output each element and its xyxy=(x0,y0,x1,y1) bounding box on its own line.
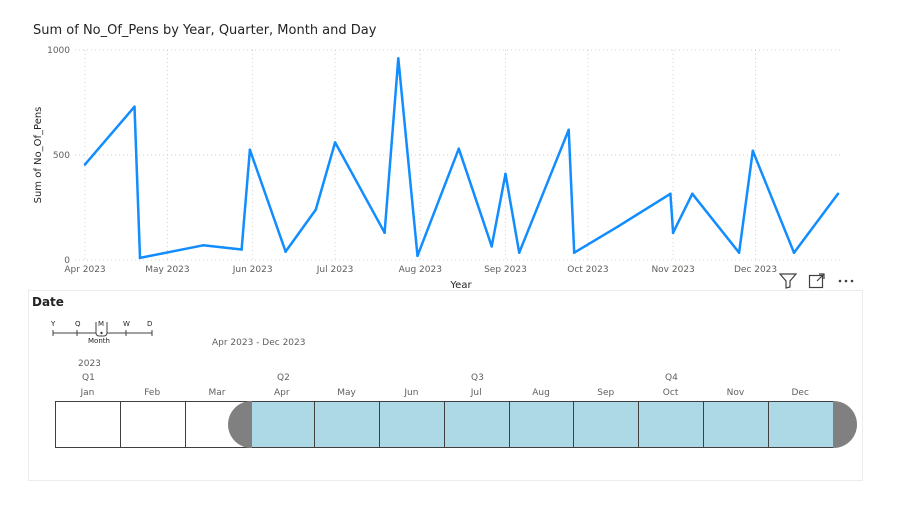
x-tick-label: Aug 2023 xyxy=(399,265,442,275)
data-point xyxy=(671,231,675,234)
x-tick-label: Sep 2023 xyxy=(484,265,527,275)
quarter-header-q1: Q1 xyxy=(82,373,95,383)
data-point xyxy=(567,128,570,132)
month-cell-jun[interactable] xyxy=(379,401,445,448)
visual-header-icons xyxy=(778,273,855,289)
month-cell-may[interactable] xyxy=(314,401,380,448)
data-point xyxy=(490,245,494,248)
month-cell-feb[interactable] xyxy=(119,401,186,448)
data-point xyxy=(138,256,142,260)
quarter-header-q3: Q3 xyxy=(471,373,484,383)
month-label-feb: Feb xyxy=(144,388,161,398)
granularity-track[interactable] xyxy=(50,322,160,342)
month-label-jul: Jul xyxy=(470,388,482,398)
series-line xyxy=(84,57,840,260)
data-point xyxy=(572,251,576,254)
y-tick-label: 0 xyxy=(64,256,70,266)
data-point xyxy=(383,231,386,234)
x-tick-label: Oct 2023 xyxy=(567,265,608,275)
month-cell-apr[interactable] xyxy=(249,401,316,448)
x-tick-label: Apr 2023 xyxy=(64,265,105,275)
quarter-header-q4: Q4 xyxy=(665,373,678,383)
grid-layer xyxy=(75,49,843,261)
month-cell-dec[interactable] xyxy=(767,401,834,448)
data-point xyxy=(333,141,337,144)
x-tick-label: May 2023 xyxy=(145,265,189,275)
month-label-sep: Sep xyxy=(597,388,615,398)
quarter-header-q2: Q2 xyxy=(277,373,290,383)
y-tick-label: 1000 xyxy=(47,46,70,56)
granularity-option-quarter[interactable]: Q xyxy=(75,320,81,328)
x-tick-label: Dec 2023 xyxy=(734,265,777,275)
data-points xyxy=(83,57,840,260)
month-label-nov: Nov xyxy=(726,388,745,398)
x-tick-label: Jun 2023 xyxy=(232,265,273,275)
data-point xyxy=(416,254,419,258)
data-point xyxy=(504,172,507,176)
y-tick-label: 500 xyxy=(53,151,70,161)
y-axis-ticks: 0 500 1000 xyxy=(47,46,70,266)
x-tick-label: Jul 2023 xyxy=(316,265,354,275)
month-label-oct: Oct xyxy=(662,388,679,398)
month-cell-aug[interactable] xyxy=(508,401,575,448)
data-point xyxy=(836,192,840,196)
data-point xyxy=(792,251,796,254)
granularity-option-week[interactable]: W xyxy=(123,320,130,328)
granularity-thumb[interactable] xyxy=(95,322,108,337)
month-label-aug: Aug xyxy=(532,388,550,398)
data-point xyxy=(616,225,620,228)
month-label-mar: Mar xyxy=(208,388,226,398)
data-point xyxy=(248,148,252,152)
granularity-option-day[interactable]: D xyxy=(147,320,153,328)
month-label-apr: Apr xyxy=(274,388,290,398)
month-cell-nov[interactable] xyxy=(703,401,769,448)
x-axis-title: Year xyxy=(449,280,472,291)
date-range-label: Apr 2023 - Dec 2023 xyxy=(212,338,306,348)
data-point xyxy=(240,248,243,251)
data-point xyxy=(314,208,318,211)
slicer-title: Date xyxy=(32,295,64,309)
y-axis-title: Sum of No_Of_Pens xyxy=(33,107,44,204)
x-axis-ticks: Apr 2023 May 2023 Jun 2023 Jul 2023 Aug 2023… xyxy=(64,265,777,275)
data-point xyxy=(751,149,755,153)
month-cell-jul[interactable] xyxy=(443,401,510,448)
data-point xyxy=(201,244,205,247)
month-label-may: May xyxy=(337,388,356,398)
data-point xyxy=(457,147,461,150)
year-header: 2023 xyxy=(78,359,101,369)
focus-mode-icon[interactable] xyxy=(808,273,826,289)
chart-title: Sum of No_Of_Pens by Year, Quarter, Mont… xyxy=(33,23,377,38)
month-cell-sep[interactable] xyxy=(573,401,640,448)
data-point xyxy=(737,251,741,254)
data-point xyxy=(396,57,400,60)
data-point xyxy=(133,105,136,108)
data-point xyxy=(691,192,694,196)
data-point xyxy=(669,192,672,196)
line-chart: 0 500 1000 Apr 2023 May 2023 Jun 2023 Jul 202… xyxy=(33,46,843,291)
data-point xyxy=(517,251,521,254)
data-point xyxy=(284,250,287,253)
month-label-dec: Dec xyxy=(791,388,809,398)
granularity-option-year[interactable]: Y xyxy=(51,320,56,328)
more-options-icon[interactable] xyxy=(837,273,855,289)
month-cell-oct[interactable] xyxy=(638,401,704,448)
granularity-option-month[interactable]: M xyxy=(98,320,105,328)
filter-icon[interactable] xyxy=(778,273,798,289)
month-label-jun: Jun xyxy=(404,388,419,398)
granularity-label: Month xyxy=(88,337,110,345)
date-slicer-panel xyxy=(28,290,863,481)
month-label-jan: Jan xyxy=(80,388,95,398)
month-cell-jan[interactable] xyxy=(55,401,121,448)
x-tick-label: Nov 2023 xyxy=(651,265,694,275)
data-point xyxy=(83,163,87,166)
